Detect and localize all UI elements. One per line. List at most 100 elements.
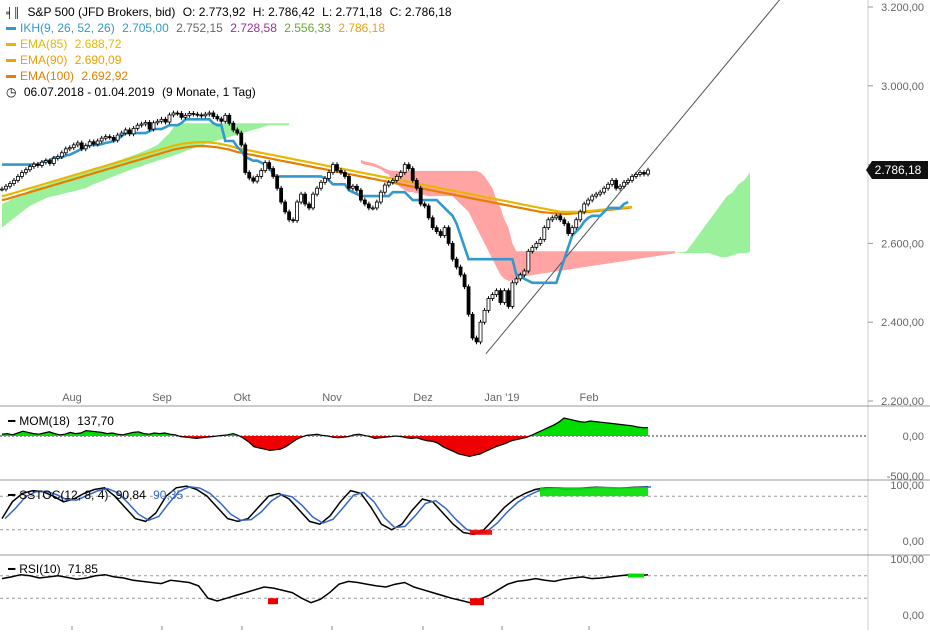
candle-body-44 (175, 112, 180, 115)
candle-body-153 (610, 179, 615, 185)
candle-body-50 (199, 114, 204, 117)
ema90-swatch (6, 59, 16, 63)
ema90-value: 2.690,09 (74, 53, 122, 67)
candle-body-58 (231, 122, 236, 131)
sstoc-legend[interactable]: ━ SSTOC(12, 8, 4) 90,84 90,35 (8, 488, 187, 502)
candle-body-111 (442, 227, 447, 236)
sstoc-label: SSTOC(12, 8, 4) (19, 488, 109, 502)
candle-body-75 (299, 193, 303, 203)
candle-body-83 (331, 164, 335, 173)
candle-body-34 (135, 124, 140, 129)
candle-body-118 (470, 313, 475, 339)
rsi-legend[interactable]: ━ RSI(10) 71,85 (8, 562, 102, 576)
candle-body-103 (410, 168, 415, 181)
candle-body-96 (382, 184, 387, 193)
ikh-value-2: 2.752,15 (176, 21, 223, 35)
candle-body-112 (446, 227, 451, 244)
ichimoku-cloud-future (675, 172, 750, 258)
candle-body-74 (295, 201, 299, 221)
candle-body-48 (191, 112, 196, 115)
legend-ema100[interactable]: EMA(100) 2.692,92 (6, 68, 132, 84)
candle-body-2 (8, 183, 12, 187)
candle-body-27 (107, 136, 112, 139)
legend-ema85[interactable]: EMA(85) 2.688,72 (6, 36, 125, 52)
candle-body-36 (143, 122, 148, 125)
candle-body-149 (594, 193, 599, 197)
candle-body-159 (634, 174, 638, 177)
mom-tick-0: 0,00 (903, 431, 924, 443)
ema100-line (1, 145, 633, 215)
candle-body-13 (51, 157, 56, 164)
rsi-overbought-fill (628, 573, 644, 578)
candle-body-33 (131, 127, 136, 135)
candle-body-11 (43, 160, 48, 163)
legend-ema90[interactable]: EMA(90) 2.690,09 (6, 52, 125, 68)
candle-body-56 (223, 114, 228, 122)
ohlc-open: O: 2.773,92 (182, 5, 246, 19)
ema85-swatch (6, 43, 16, 47)
mom-label: MOM(18) (19, 414, 70, 428)
period-range: 06.07.2018 - 01.04.2019 (23, 85, 155, 99)
rsi-swatch: ━ (8, 562, 16, 576)
candle-body-46 (183, 114, 188, 118)
candle-body-19 (75, 142, 80, 146)
legend-ikh[interactable]: IKH(9, 26, 52, 26) 2.705,00 2.752,15 2.7… (6, 20, 389, 36)
candle-body-93 (370, 207, 375, 210)
candle-body-110 (438, 231, 443, 236)
candle-body-32 (127, 129, 132, 135)
last-price-tag (866, 161, 928, 180)
sstoc-oversold-fill (470, 529, 492, 535)
trendline (485, 0, 781, 355)
candle-body-143 (570, 227, 575, 234)
candle-body-66 (263, 162, 268, 171)
candle-body-140 (558, 215, 563, 221)
candle-body-7 (28, 166, 32, 171)
candle-body-108 (430, 217, 435, 229)
ohlc-high: H: 2.786,42 (252, 5, 315, 19)
candle-body-67 (267, 162, 272, 169)
candle-body-64 (255, 176, 260, 182)
candle-body-17 (67, 147, 72, 150)
sstoc-value-1: 90,84 (115, 488, 146, 502)
candle-body-154 (614, 179, 618, 189)
candle-body-102 (406, 164, 411, 169)
ema100-label: EMA(100) (20, 69, 75, 83)
candle-body-85 (339, 170, 343, 173)
candle-body-137 (546, 219, 551, 229)
candle-body-37 (147, 122, 152, 130)
sstoc-overbought-fill (540, 487, 648, 497)
ichimoku-cloud-bullish (2, 123, 290, 228)
candle-body-104 (414, 179, 419, 189)
mom-negative-area (2, 436, 648, 457)
sstoc-swatch: ━ (8, 488, 16, 502)
candle-body-20 (79, 142, 84, 150)
ikh-label: IKH(9, 26, 52, 26) (20, 21, 115, 35)
candle-body-35 (139, 123, 144, 126)
candle-body-21 (83, 145, 88, 150)
ichimoku-cloud-bearish-tail (520, 251, 675, 277)
ikh-value-1: 2.705,00 (122, 21, 169, 35)
candle-body-146 (582, 203, 587, 213)
mom-line (1, 417, 649, 458)
time-axis-label-4: Dez (413, 392, 433, 404)
ohlc-low: L: 2.771,18 (322, 5, 383, 19)
ikh-value-4: 2.556,33 (284, 21, 331, 35)
candle-body-95 (378, 191, 383, 203)
ikh-swatch (6, 27, 16, 31)
kijun-sen-line (2, 118, 629, 285)
candle-body-155 (618, 185, 622, 189)
candle-body-107 (426, 205, 431, 219)
candle-body-139 (554, 215, 559, 219)
candle-body-156 (622, 181, 626, 187)
candle-body-26 (103, 136, 108, 139)
candle-body-42 (167, 114, 172, 123)
mom-value: 137,70 (77, 414, 114, 428)
candle-body-38 (151, 122, 156, 130)
candle-body-134 (534, 242, 539, 248)
candle-body-141 (562, 219, 567, 225)
candle-body-121 (482, 309, 487, 323)
mom-legend[interactable]: ━ MOM(18) 137,70 (8, 414, 118, 428)
candle-body-28 (111, 137, 116, 141)
candle-body-47 (187, 112, 192, 116)
